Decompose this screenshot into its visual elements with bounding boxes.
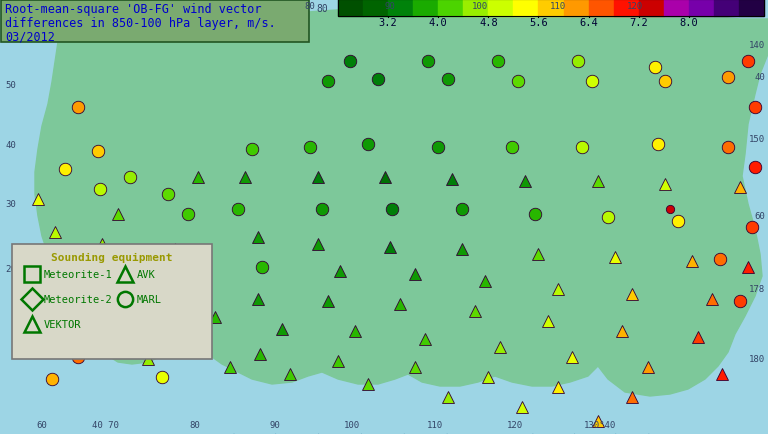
Text: 80: 80 (190, 420, 200, 429)
Text: 40 70: 40 70 (91, 420, 118, 429)
FancyBboxPatch shape (1, 1, 309, 43)
Polygon shape (30, 7, 768, 396)
Text: 110: 110 (427, 420, 443, 429)
Text: 03/2012: 03/2012 (5, 31, 55, 44)
Text: 40: 40 (5, 140, 16, 149)
Text: Meteorite-1: Meteorite-1 (44, 270, 113, 279)
Text: 5.6: 5.6 (529, 18, 548, 28)
Text: 130°40: 130°40 (584, 420, 616, 429)
Bar (739, 0, 764, 17)
Text: 110: 110 (550, 2, 566, 11)
Text: 20: 20 (5, 265, 16, 274)
Bar (588, 0, 614, 17)
Text: 40: 40 (754, 72, 765, 81)
Text: 50: 50 (5, 80, 16, 89)
Text: 80: 80 (316, 4, 328, 14)
Text: 90: 90 (385, 2, 396, 11)
Text: Meteorite-2: Meteorite-2 (44, 294, 113, 304)
Text: 8.0: 8.0 (680, 18, 698, 28)
Text: Root-mean-square 'OB-FG' wind vector: Root-mean-square 'OB-FG' wind vector (5, 3, 261, 16)
Text: differences in 850-100 hPa layer, m/s.: differences in 850-100 hPa layer, m/s. (5, 17, 276, 30)
Bar (413, 0, 439, 17)
Bar (664, 0, 689, 17)
Text: 120: 120 (627, 2, 643, 11)
Bar (538, 0, 564, 17)
Text: 4.8: 4.8 (479, 18, 498, 28)
Bar (388, 0, 413, 17)
Text: 3.2: 3.2 (379, 18, 398, 28)
Bar (338, 0, 764, 17)
Bar (363, 0, 388, 17)
Text: MARL: MARL (137, 294, 162, 304)
Text: VEKTOR: VEKTOR (44, 319, 81, 329)
Bar (488, 0, 514, 17)
Bar (514, 0, 538, 17)
Text: 60: 60 (754, 212, 765, 221)
Text: 7.2: 7.2 (629, 18, 648, 28)
Bar (614, 0, 639, 17)
Text: 150: 150 (749, 135, 765, 144)
Text: 100: 100 (344, 420, 360, 429)
Bar (689, 0, 714, 17)
Text: 80: 80 (305, 2, 316, 11)
Text: 90: 90 (270, 420, 280, 429)
Text: AVK: AVK (137, 270, 156, 279)
Text: 4.0: 4.0 (429, 18, 448, 28)
Bar (463, 0, 488, 17)
FancyBboxPatch shape (12, 244, 212, 359)
Text: 60: 60 (37, 420, 48, 429)
Text: 120: 120 (507, 420, 523, 429)
Bar (439, 0, 463, 17)
Bar (338, 0, 363, 17)
Text: 30: 30 (5, 200, 16, 209)
Bar (714, 0, 739, 17)
Text: 140: 140 (749, 40, 765, 49)
Text: 180: 180 (749, 355, 765, 364)
Text: 178: 178 (749, 285, 765, 294)
Bar (639, 0, 664, 17)
Text: 100: 100 (472, 2, 488, 11)
Bar (564, 0, 588, 17)
Text: Sounding equipment: Sounding equipment (51, 253, 173, 263)
Text: 6.4: 6.4 (579, 18, 598, 28)
